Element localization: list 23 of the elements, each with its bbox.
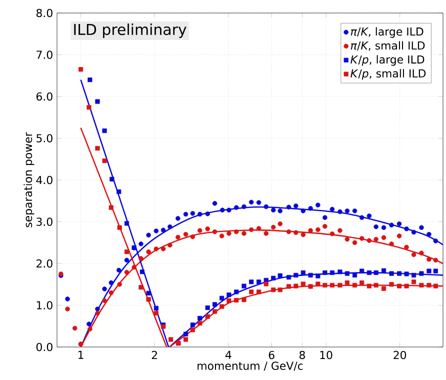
- y-tick-label: 8.0: [36, 8, 52, 18]
- legend-label: K/p, small ILD: [350, 69, 426, 80]
- x-tick-label: 1: [78, 350, 84, 359]
- y-tick-label: 1.0: [36, 301, 52, 310]
- y-axis-title: separation power: [24, 132, 34, 228]
- y-tick-label: 0.0: [36, 342, 52, 352]
- y-tick-label: 7.0: [36, 50, 52, 59]
- legend-label: K/p, large ILD: [350, 55, 424, 66]
- legend-label: π/K, large ILD: [350, 27, 424, 38]
- y-tick-label: 3.0: [36, 218, 52, 226]
- x-tick-label: 20: [394, 350, 406, 360]
- x-tick-label: 8: [300, 350, 305, 360]
- y-tick-label: 6.0: [36, 92, 52, 101]
- annotation: ILD preliminary: [74, 24, 186, 38]
- x-tick-label: 6: [268, 350, 274, 360]
- x-tick-label: 2: [152, 350, 157, 359]
- y-tick-label: 4.0: [36, 176, 52, 184]
- x-axis-title: momentum / GeV/c: [198, 362, 303, 371]
- x-tick-label: 4: [225, 350, 232, 359]
- legend-label: π/K, small ILD: [350, 41, 425, 51]
- x-tick-label: 10: [320, 350, 332, 360]
- y-tick-label: 5.0: [36, 134, 52, 142]
- y-tick-label: 2.0: [36, 259, 52, 268]
